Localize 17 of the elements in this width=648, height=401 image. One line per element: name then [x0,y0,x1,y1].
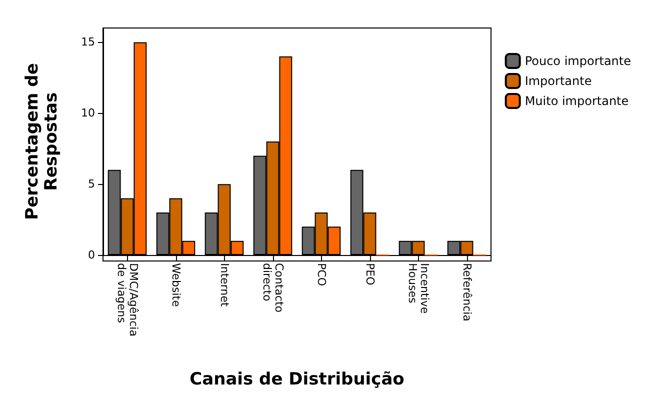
x-tick-label: Incentive Houses [406,263,431,314]
x-tick-label: Contacto directo [260,263,286,313]
legend-label: Muito importante [524,94,629,108]
x-tick-label: PCO [314,263,328,286]
y-axis-title: Percentagem de Respostas [22,63,62,220]
legend-label: Importante [524,74,592,88]
x-axis-title: Canais de Distribuição [190,370,404,390]
legend-label: Pouco importante [524,54,632,68]
x-tick-label: Website [169,263,182,308]
x-tick-label: Referência [460,263,474,322]
y-tick-label: 5 [88,178,95,191]
x-tick-label: DMC/Agência de viagens [114,263,140,336]
y-tick-label: 15 [81,36,95,49]
y-tick-label: 0 [88,248,95,262]
y-tick-label: 10 [81,106,95,120]
x-tick-label: PEO [363,263,376,286]
x-tick-label: Internet [218,263,231,308]
